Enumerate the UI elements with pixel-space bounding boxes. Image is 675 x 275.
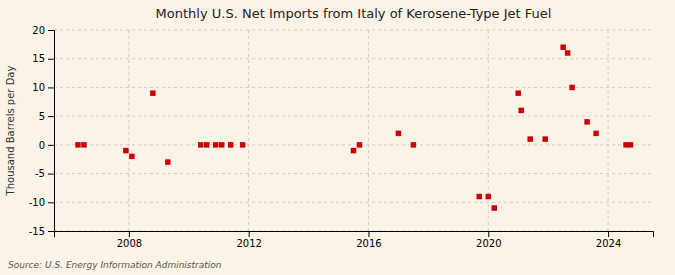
point [411,142,416,147]
point [351,148,356,153]
tick: 10 [32,82,54,93]
grid-line-x [608,30,609,231]
tick-mark [608,231,609,237]
tick-label: -5 [35,168,45,179]
point [486,194,491,199]
point [129,154,134,159]
point [150,90,155,95]
tick-label: 2024 [596,238,621,249]
tick-mark [48,231,54,232]
tick-mark [368,231,369,237]
point [628,142,633,147]
point [527,136,532,141]
point [492,205,497,210]
grid-line-y [54,202,653,203]
tick-label: 2012 [236,238,261,249]
grid-line-y [54,58,653,59]
axis-line [55,232,654,238]
tick-mark [48,202,54,203]
tick: 0 [39,140,54,151]
points [75,44,633,210]
tick: -5 [35,168,54,179]
point [357,142,362,147]
tick: 15 [32,53,54,64]
tick-mark [129,231,130,237]
point [123,148,128,153]
point [81,142,86,147]
axis-line [48,31,55,232]
tick: 5 [39,111,54,122]
tick-mark [48,59,54,60]
point [396,131,401,136]
point [518,108,523,113]
tick: 2008 [117,231,142,249]
point [165,159,170,164]
grid-line-y [54,116,653,117]
point [198,142,203,147]
point [542,136,547,141]
point [560,44,565,49]
point [584,119,589,124]
point [565,50,570,55]
tick: 2016 [356,231,381,249]
point [204,142,209,147]
point [515,90,520,95]
tick: 2020 [476,231,501,249]
tick-mark [488,231,489,237]
grid-line-y [54,30,653,31]
grid-line-x [488,30,489,231]
tick: -15 [29,226,54,237]
tick: 20 [32,25,54,36]
tick-label: 20 [32,25,45,36]
point [240,142,245,147]
y-axis-label: Thousand Barrels per Day [5,66,16,197]
point [593,131,598,136]
title: Monthly U.S. Net Imports from Italy of K… [156,6,552,21]
grid-line-y [54,144,653,145]
tick-label: 2020 [476,238,501,249]
tick-label: 2016 [356,238,381,249]
tick-mark [48,116,54,117]
tick-mark [48,174,54,175]
tick-label: -10 [29,197,45,208]
point [219,142,224,147]
tick-mark [48,87,54,88]
tick: 2024 [596,231,621,249]
tick-label: 15 [32,53,45,64]
grid-line-x [248,30,249,231]
grid-line-x [128,30,129,231]
point [228,142,233,147]
x-axis: 2008 2012 2016 2020 2024 [55,231,654,249]
point [75,142,80,147]
tick-label: 0 [39,140,45,151]
tick-label: 10 [32,82,45,93]
grid [54,30,653,231]
point [477,194,482,199]
point [213,142,218,147]
tick-mark [249,231,250,237]
tick-label: 2008 [117,238,142,249]
background [0,0,675,275]
grid-line-y [54,173,653,174]
annotation: Source: U.S. Energy Information Administ… [8,260,222,270]
tick-label: -15 [29,226,45,237]
tick: -10 [29,197,54,208]
tick-mark [48,30,54,31]
y-axis: -15 -10 -5 0 5 10 15 20 [29,25,55,237]
chart: 2008 2012 2016 2020 2024 -15 -10 -5 0 5 10 15 20 Mont… [0,0,675,275]
tick-label: 5 [39,111,45,122]
grid-line-x [368,30,369,231]
tick-mark [48,145,54,146]
grid-line-y [54,87,653,88]
tick: 2012 [236,231,261,249]
point [569,85,574,90]
